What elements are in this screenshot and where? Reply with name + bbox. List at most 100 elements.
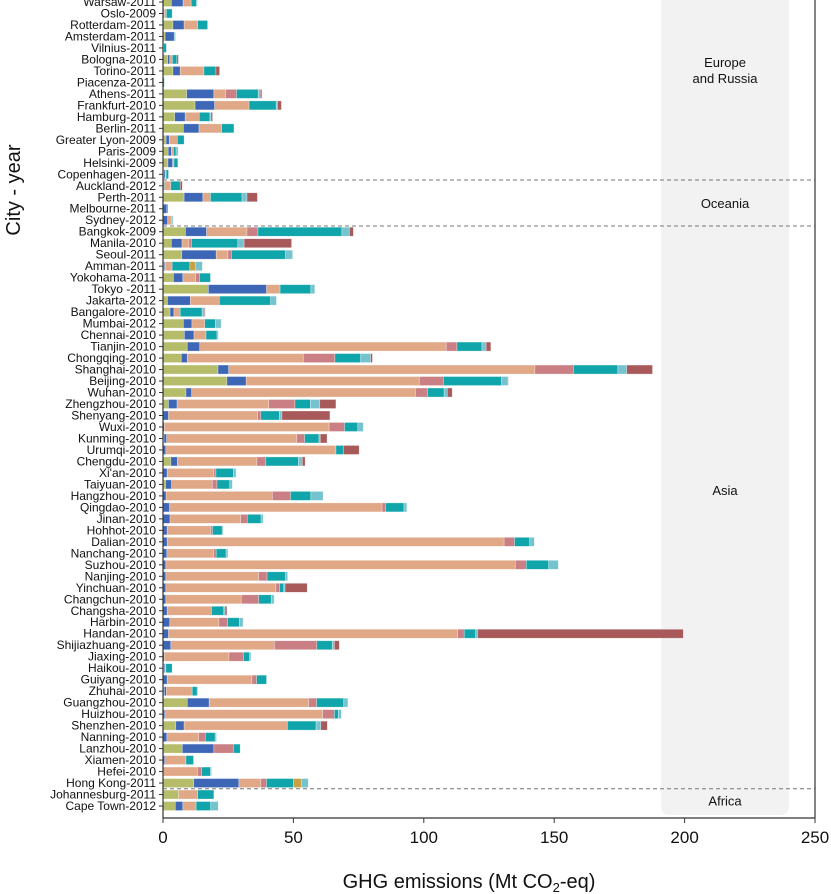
y-tick-label: Bologna-2010 [81, 52, 156, 66]
bar-segment [514, 537, 530, 547]
y-tick-label: Seoul-2011 [96, 248, 157, 262]
bar-segment [162, 330, 185, 340]
bar-segment [243, 238, 292, 249]
bar-segment [300, 778, 309, 788]
y-tick-label: Zhengzhou-2010 [65, 397, 156, 411]
bar-segment [214, 100, 250, 111]
x-tick-label: 200 [670, 828, 698, 847]
bar-segment [203, 66, 217, 76]
bar-segment [181, 249, 217, 260]
bar-segment [163, 433, 167, 444]
bar-segment [182, 801, 197, 811]
y-tick-label: Frankfurt-2010 [77, 98, 156, 112]
bar-segment [162, 215, 168, 226]
bar-segment [199, 272, 211, 283]
bar-segment [257, 89, 261, 99]
bar-segment [233, 468, 237, 478]
y-tick-label: Taiyuan-2010 [84, 477, 156, 491]
y-tick-label: Hohhot-2010 [87, 523, 157, 537]
bar-segment [456, 341, 483, 352]
bar-segment [165, 491, 273, 501]
bar-segment [165, 582, 277, 593]
bar-segment [170, 456, 178, 467]
bar-segment [166, 433, 298, 444]
y-tick-label: Xiamen-2010 [85, 753, 157, 767]
bar-segment [249, 651, 252, 662]
bar-segment [170, 640, 275, 651]
bar-segment [206, 226, 248, 237]
bar-segment [166, 537, 505, 547]
y-tick-label: Warsaw-2011 [83, 0, 156, 9]
bar-segment [173, 158, 179, 168]
bar-segment [241, 192, 248, 203]
bar-segment [626, 364, 653, 375]
bar-segment [573, 364, 619, 375]
bar-segment [316, 640, 333, 651]
y-tick-label: Changchun-2010 [64, 592, 156, 606]
y-tick-label: Nanchang-2010 [71, 546, 157, 560]
bar-segment [251, 674, 257, 685]
bar-segment [188, 238, 192, 249]
bar-segment [443, 376, 502, 386]
bar-segment [166, 732, 200, 742]
bar-segment [316, 697, 345, 708]
bar-segment [334, 353, 361, 363]
bar-segment [507, 376, 509, 386]
y-tick-label: Hamburg-2011 [77, 110, 156, 124]
bar-segment [214, 732, 217, 742]
bar-segment [162, 272, 174, 283]
y-tick-label: Rotterdam-2011 [70, 18, 156, 32]
bar-segment [173, 307, 181, 317]
bar-segment [210, 801, 219, 811]
bar-segment [221, 123, 235, 134]
bar-segment [162, 778, 195, 788]
y-tick-label: Paris-2009 [98, 144, 156, 158]
bar-segment [181, 238, 190, 249]
bar-segment [211, 605, 225, 616]
y-tick-label: Amsterdam-2011 [65, 29, 156, 43]
bar-segment [191, 686, 198, 696]
bar-segment [213, 468, 217, 478]
bar-segment [183, 192, 204, 203]
y-tick-label: Chongqing-2010 [67, 351, 156, 365]
y-tick-label: Wuxi-2010 [99, 420, 156, 434]
bar-segment [162, 399, 169, 409]
bar-segment [162, 502, 170, 513]
bar-segment [215, 468, 234, 478]
bar-segment [162, 766, 198, 777]
y-tick-label: Hangzhou-2010 [71, 489, 157, 503]
bar-segment [217, 364, 230, 375]
bar-segment [266, 284, 281, 294]
bar-segment [179, 307, 203, 317]
bar-segment [178, 789, 198, 800]
bar-segment [165, 571, 260, 582]
bar-segment [169, 617, 220, 628]
bar-segment [279, 284, 312, 294]
bar-segment [260, 410, 280, 421]
bar-segment [227, 249, 232, 260]
bar-segment [266, 778, 294, 788]
bar-segment [164, 8, 167, 19]
y-tick-label: Lanzhou-2010 [79, 742, 156, 756]
bar-segment [177, 456, 258, 467]
bar-segment [266, 571, 286, 582]
bar-segment [240, 594, 260, 605]
bar-segment [403, 502, 408, 513]
y-tick-label: Yokohama-2011 [70, 271, 156, 285]
bar-segment [168, 410, 258, 421]
y-tick-label: Suzhou-2010 [85, 558, 157, 572]
bar-segment [195, 801, 212, 811]
bar-segment [162, 743, 183, 754]
bar-segment [240, 514, 248, 524]
bar-segment [165, 135, 170, 145]
bar-segment [228, 651, 244, 662]
bar-segment [225, 548, 229, 559]
bar-segment [165, 594, 242, 605]
bar-segment [162, 295, 168, 306]
bar-segment [162, 89, 188, 99]
bar-segment [168, 135, 178, 145]
bar-segment [215, 66, 220, 76]
bar-segment [258, 571, 268, 582]
bar-segment [212, 525, 223, 536]
y-tick-label: Greater Lyon-2009 [56, 133, 157, 147]
